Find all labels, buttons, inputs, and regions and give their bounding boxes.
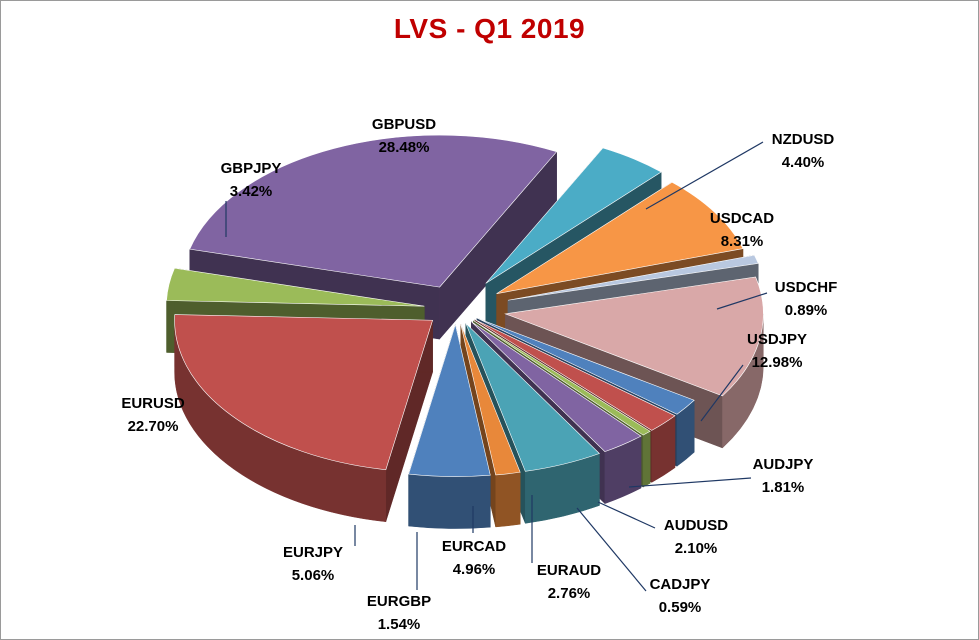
- slice-usdchf: [507, 254, 759, 301]
- slice-cadjpy: [473, 320, 651, 436]
- label-name-eurjpy: EURJPY: [283, 544, 343, 561]
- slice-usdcad: [496, 181, 744, 294]
- label-value-eurcad: 4.96%: [453, 561, 496, 578]
- slice-audusd: [474, 319, 676, 431]
- slice-labels: NZDUSD 4.40% USDCAD 8.31% USDCHF 0.89% USDJPY 1…: [121, 116, 837, 633]
- label-name-audusd: AUDUSD: [664, 517, 728, 534]
- leader-line-audusd: [597, 501, 656, 529]
- label-value-usdchf: 0.89%: [785, 302, 828, 319]
- leader-line-nzdusd: [645, 141, 764, 210]
- label-name-cadjpy: CADJPY: [650, 576, 711, 593]
- label-name-eurgbp: EURGBP: [367, 593, 431, 610]
- slice-eurcad: [465, 323, 600, 472]
- label-name-usdchf: USDCHF: [775, 279, 838, 296]
- label-value-usdcad: 8.31%: [721, 233, 764, 250]
- slice-eurusd: [174, 314, 433, 471]
- slice-side-eurgbp: [495, 471, 521, 528]
- slice-gbpusd: [189, 134, 558, 288]
- leader-lines: [225, 141, 768, 592]
- label-name-eurusd: EURUSD: [121, 395, 185, 412]
- leader-line-cadjpy: [576, 507, 647, 592]
- leader-line-usdchf: [716, 292, 768, 310]
- label-value-usdjpy: 12.98%: [752, 354, 803, 371]
- label-value-eurusd: 22.70%: [128, 418, 179, 435]
- label-name-eurcad: EURCAD: [442, 538, 506, 555]
- label-value-gbpjpy: 3.42%: [230, 183, 273, 200]
- leader-line-usdjpy: [700, 364, 744, 422]
- label-value-audjpy: 1.81%: [762, 479, 805, 496]
- slice-euraud: [471, 321, 642, 452]
- leader-line-audjpy: [628, 477, 752, 488]
- label-name-nzdusd: NZDUSD: [772, 131, 835, 148]
- slice-side-cadjpy: [642, 430, 651, 488]
- label-name-gbpusd: GBPUSD: [372, 116, 436, 133]
- pie-tops: [166, 134, 764, 477]
- label-name-usdcad: USDCAD: [710, 210, 774, 227]
- slice-audjpy: [476, 317, 695, 415]
- label-value-nzdusd: 4.40%: [782, 154, 825, 171]
- chart-title: LVS - Q1 2019: [393, 13, 586, 44]
- slice-nzdusd: [485, 147, 662, 284]
- label-name-audjpy: AUDJPY: [753, 456, 814, 473]
- label-value-audusd: 2.10%: [675, 540, 718, 557]
- label-name-usdjpy: USDJPY: [747, 331, 807, 348]
- label-name-euraud: EURAUD: [537, 562, 601, 579]
- label-value-eurgbp: 1.54%: [378, 616, 421, 633]
- slice-usdjpy: [504, 276, 764, 397]
- slice-eurjpy: [408, 323, 491, 477]
- label-value-cadjpy: 0.59%: [659, 599, 702, 616]
- label-name-gbpjpy: GBPJPY: [221, 160, 282, 177]
- label-value-eurjpy: 5.06%: [292, 567, 335, 584]
- slice-eurgbp: [460, 324, 521, 476]
- slice-gbpjpy: [166, 267, 425, 307]
- label-value-euraud: 2.76%: [548, 585, 591, 602]
- label-value-gbpusd: 28.48%: [379, 139, 430, 156]
- slice-side-eurjpy: [408, 473, 491, 529]
